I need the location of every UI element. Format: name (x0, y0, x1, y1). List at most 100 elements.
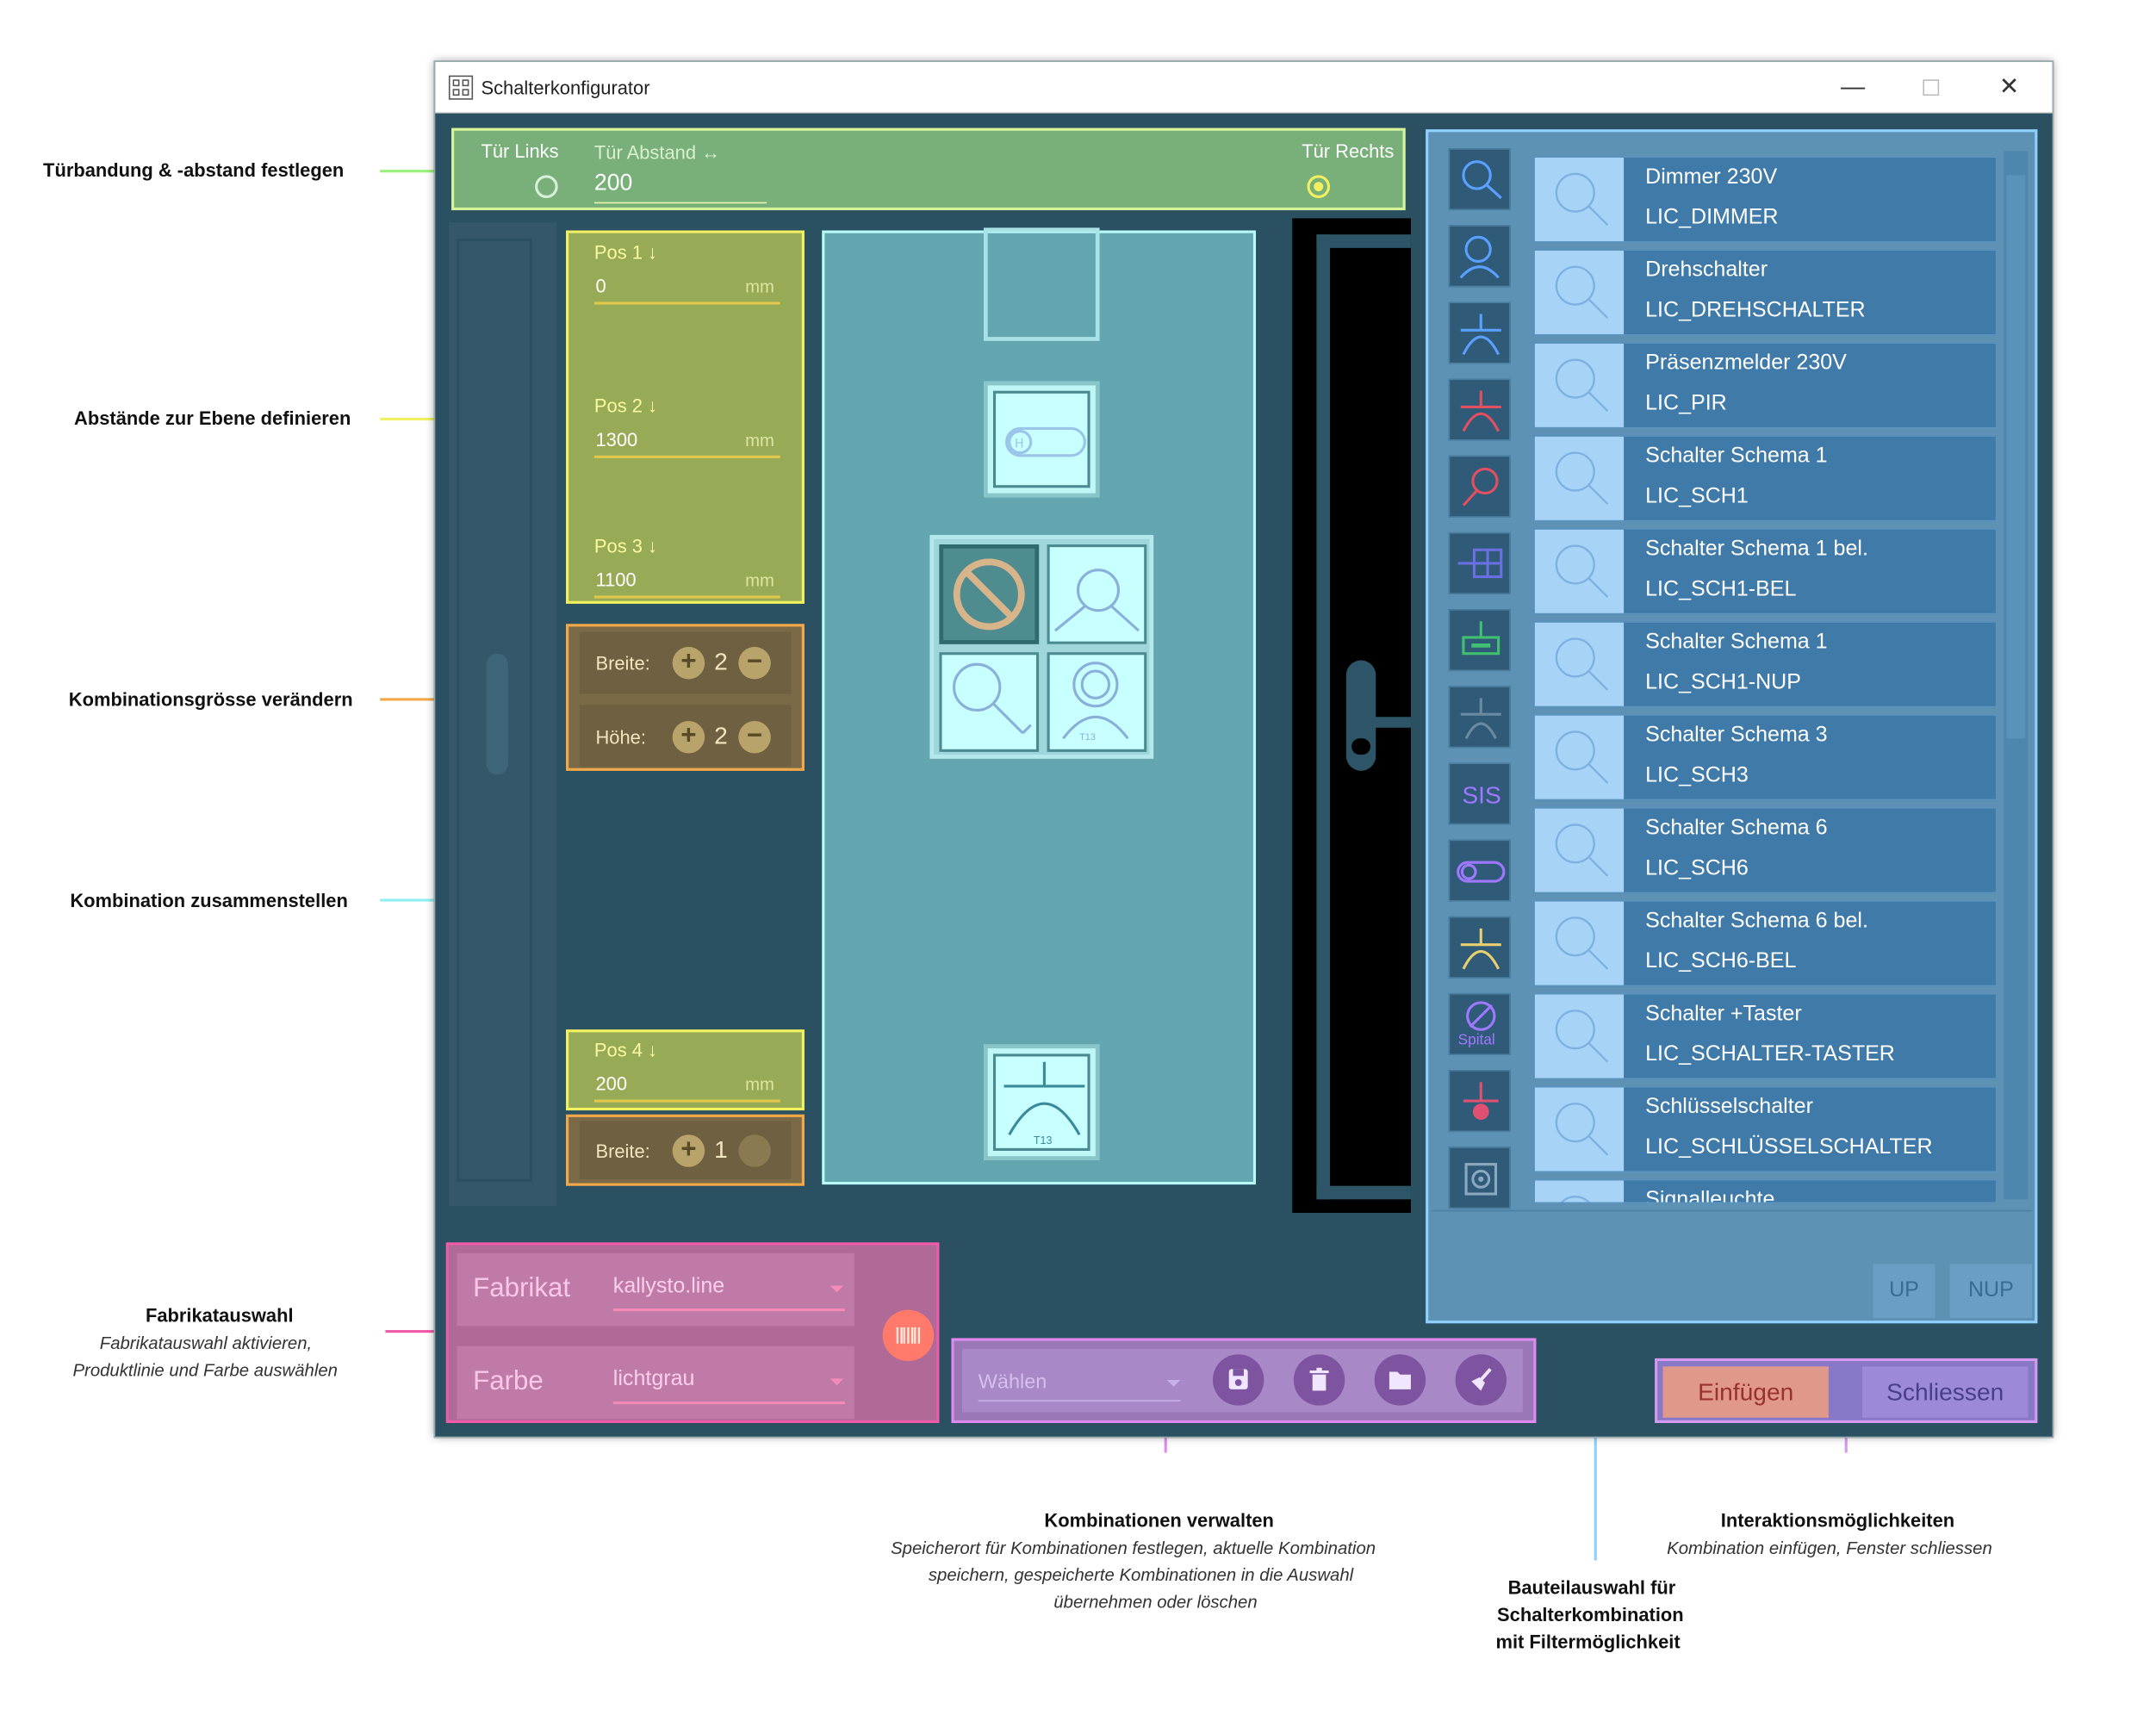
annotation-distances: Abstände zur Ebene definieren (74, 407, 351, 429)
filter-network-icon[interactable] (1448, 531, 1511, 594)
tile-switch-1[interactable] (1047, 544, 1147, 644)
component-name: Schalter Schema 3 (1645, 724, 1828, 747)
door-right-radio[interactable] (1307, 175, 1331, 198)
size1-width-minus-button[interactable]: − (738, 646, 771, 680)
filter-socket-grey-icon[interactable] (1448, 686, 1511, 749)
tile-key-switch[interactable]: H (984, 381, 1100, 498)
annotation-actions-title: Interaktionsmöglichkeiten (1720, 1509, 1955, 1532)
size-panel-2: Breite: + 1 − (566, 1114, 805, 1186)
pos4-input[interactable]: 200 (595, 1072, 628, 1095)
filter-key-purple-icon[interactable] (1448, 839, 1511, 902)
empty-slot[interactable] (984, 227, 1100, 341)
filter-sis-icon[interactable]: SIS (1448, 762, 1511, 825)
pos2-label: Pos 2 ↓ (593, 395, 657, 417)
maximize-icon[interactable] (1923, 79, 1940, 96)
component-name: Schalter Schema 1 (1645, 631, 1828, 654)
insert-button[interactable]: Einfügen (1662, 1366, 1829, 1418)
size2-width-plus-button[interactable]: + (672, 1134, 705, 1167)
save-button[interactable] (1212, 1354, 1264, 1406)
size2-width-minus-button[interactable]: − (738, 1134, 771, 1167)
annotation-parts-title3: mit Filtermöglichkeit (1495, 1630, 1681, 1652)
list-item[interactable]: Schalter Schema 3 LIC_SCH3 (1533, 714, 1998, 801)
filter-speaker-icon[interactable] (1448, 1147, 1511, 1209)
door-left-radio[interactable] (535, 175, 558, 198)
scrollbar-thumb[interactable] (2006, 175, 2026, 739)
pos2-input[interactable]: 1300 (595, 428, 638, 451)
tile-switch-2[interactable] (939, 652, 1040, 752)
component-code: LIC_SCHALTER-TASTER (1645, 1042, 1895, 1066)
up-filter-button[interactable]: UP (1873, 1264, 1935, 1318)
fabrikat-select[interactable]: Fabrikat kallysto.line (457, 1252, 854, 1327)
list-item[interactable]: Schalter Schema 6 bel. LIC_SCH6-BEL (1533, 900, 1998, 987)
component-code: LIC_SCH1-BEL (1645, 578, 1797, 601)
list-item[interactable]: Schalter +Taster LIC_SCHALTER-TASTER (1533, 992, 1998, 1080)
clear-button[interactable] (1455, 1354, 1507, 1406)
filter-socket-red-icon[interactable] (1448, 378, 1511, 441)
farbe-select[interactable]: Farbe lichtgrau (457, 1346, 854, 1420)
filter-switch-icon[interactable] (1448, 225, 1511, 288)
tile-forbidden[interactable] (939, 544, 1040, 644)
list-item[interactable]: Schalter Schema 6 LIC_SCH6 (1533, 807, 1998, 894)
fabrikat-chevron-down-icon (829, 1285, 844, 1293)
size1-height-minus-button[interactable]: − (738, 720, 771, 754)
filter-search-icon[interactable] (1448, 148, 1511, 211)
fabrikat-toggle-button[interactable] (882, 1309, 935, 1362)
close-button[interactable]: Schliessen (1862, 1366, 2029, 1418)
pos1-unit: mm (745, 276, 775, 297)
component-code: LIC_PIR (1645, 392, 1727, 415)
pos2-unit: mm (745, 430, 775, 451)
filter-socket-blue-icon[interactable] (1448, 301, 1511, 364)
pos3-unit: mm (745, 569, 775, 591)
filter-socket-pink-icon[interactable] (1448, 1070, 1511, 1133)
door-distance-label: Tür Abstand ↔ (593, 141, 721, 164)
component-name: Schalter Schema 1 bel. (1645, 538, 1868, 561)
fabrikat-label: Fabrikat (473, 1273, 571, 1303)
list-item[interactable]: Signalleuchte (1533, 1178, 1998, 1204)
annotation-parts-title2: Schalterkombination (1497, 1603, 1684, 1625)
tile-switch-3[interactable]: T13 (1047, 652, 1147, 752)
farbe-value: lichtgrau (612, 1367, 695, 1391)
component-name: Signalleuchte (1645, 1188, 1775, 1204)
door-left-label: Tür Links (481, 140, 559, 162)
tile-socket[interactable]: T13 (984, 1044, 1100, 1160)
nup-filter-button[interactable]: NUP (1949, 1264, 2033, 1318)
filter-socket-yellow-icon[interactable] (1448, 916, 1511, 979)
list-item[interactable]: Schlüsselschalter LIC_SCHLÜSSELSCHALTER (1533, 1085, 1998, 1173)
filter-key-red-icon[interactable] (1448, 455, 1511, 518)
list-item[interactable]: Schalter Schema 1 LIC_SCH1-NUP (1533, 621, 1998, 708)
delete-button[interactable] (1293, 1354, 1345, 1406)
door-distance-input[interactable]: 200 (593, 170, 633, 196)
component-name: Schalter Schema 6 (1645, 817, 1828, 840)
list-item[interactable]: Präsenzmelder 230V LIC_PIR (1533, 342, 1998, 429)
component-code: LIC_SCH3 (1645, 764, 1749, 787)
filter-spital-icon[interactable]: Spital (1448, 992, 1511, 1055)
component-code: LIC_SCH6-BEL (1645, 949, 1797, 973)
annotation-actions-sub: Kombination einfügen, Fenster schliessen (1667, 1537, 1992, 1558)
position4-panel: Pos 4 ↓ 200 mm (566, 1029, 805, 1111)
component-name: Dimmer 230V (1645, 165, 1778, 190)
tile-label-t13a: T13 (1079, 733, 1096, 743)
annotation-size: Kombinationsgrösse verändern (68, 688, 353, 711)
trash-icon (1309, 1367, 1329, 1391)
list-item[interactable]: Drehschalter LIC_DREHSCHALTER (1533, 249, 1998, 336)
component-thumbnail-icon (1534, 250, 1625, 334)
combination-select[interactable]: Wählen (978, 1370, 1047, 1394)
size1-height-plus-button[interactable]: + (672, 720, 705, 754)
barcode-icon (896, 1327, 921, 1344)
component-code: LIC_SCH1 (1645, 485, 1749, 508)
list-item[interactable]: Schalter Schema 1 bel. LIC_SCH1-BEL (1533, 528, 1998, 615)
annotation-door: Türbandung & -abstand festlegen (43, 158, 345, 181)
list-item[interactable]: Schalter Schema 1 LIC_SCH1 (1533, 435, 1998, 522)
component-code: LIC_DREHSCHALTER (1645, 299, 1866, 322)
pos4-label: Pos 4 ↓ (593, 1039, 657, 1061)
pos1-input[interactable]: 0 (595, 275, 606, 297)
list-item[interactable]: Dimmer 230V LIC_DIMMER (1533, 156, 1998, 243)
folder-icon (1389, 1371, 1411, 1389)
close-icon[interactable]: ✕ (1998, 72, 2020, 100)
filter-data-green-icon[interactable] (1448, 609, 1511, 672)
size1-width-plus-button[interactable]: + (672, 646, 705, 680)
pos3-input[interactable]: 1100 (595, 569, 637, 591)
minimize-icon[interactable]: — (1840, 72, 1866, 100)
size2-width-value: 1 (714, 1135, 728, 1164)
open-folder-button[interactable] (1374, 1354, 1426, 1406)
